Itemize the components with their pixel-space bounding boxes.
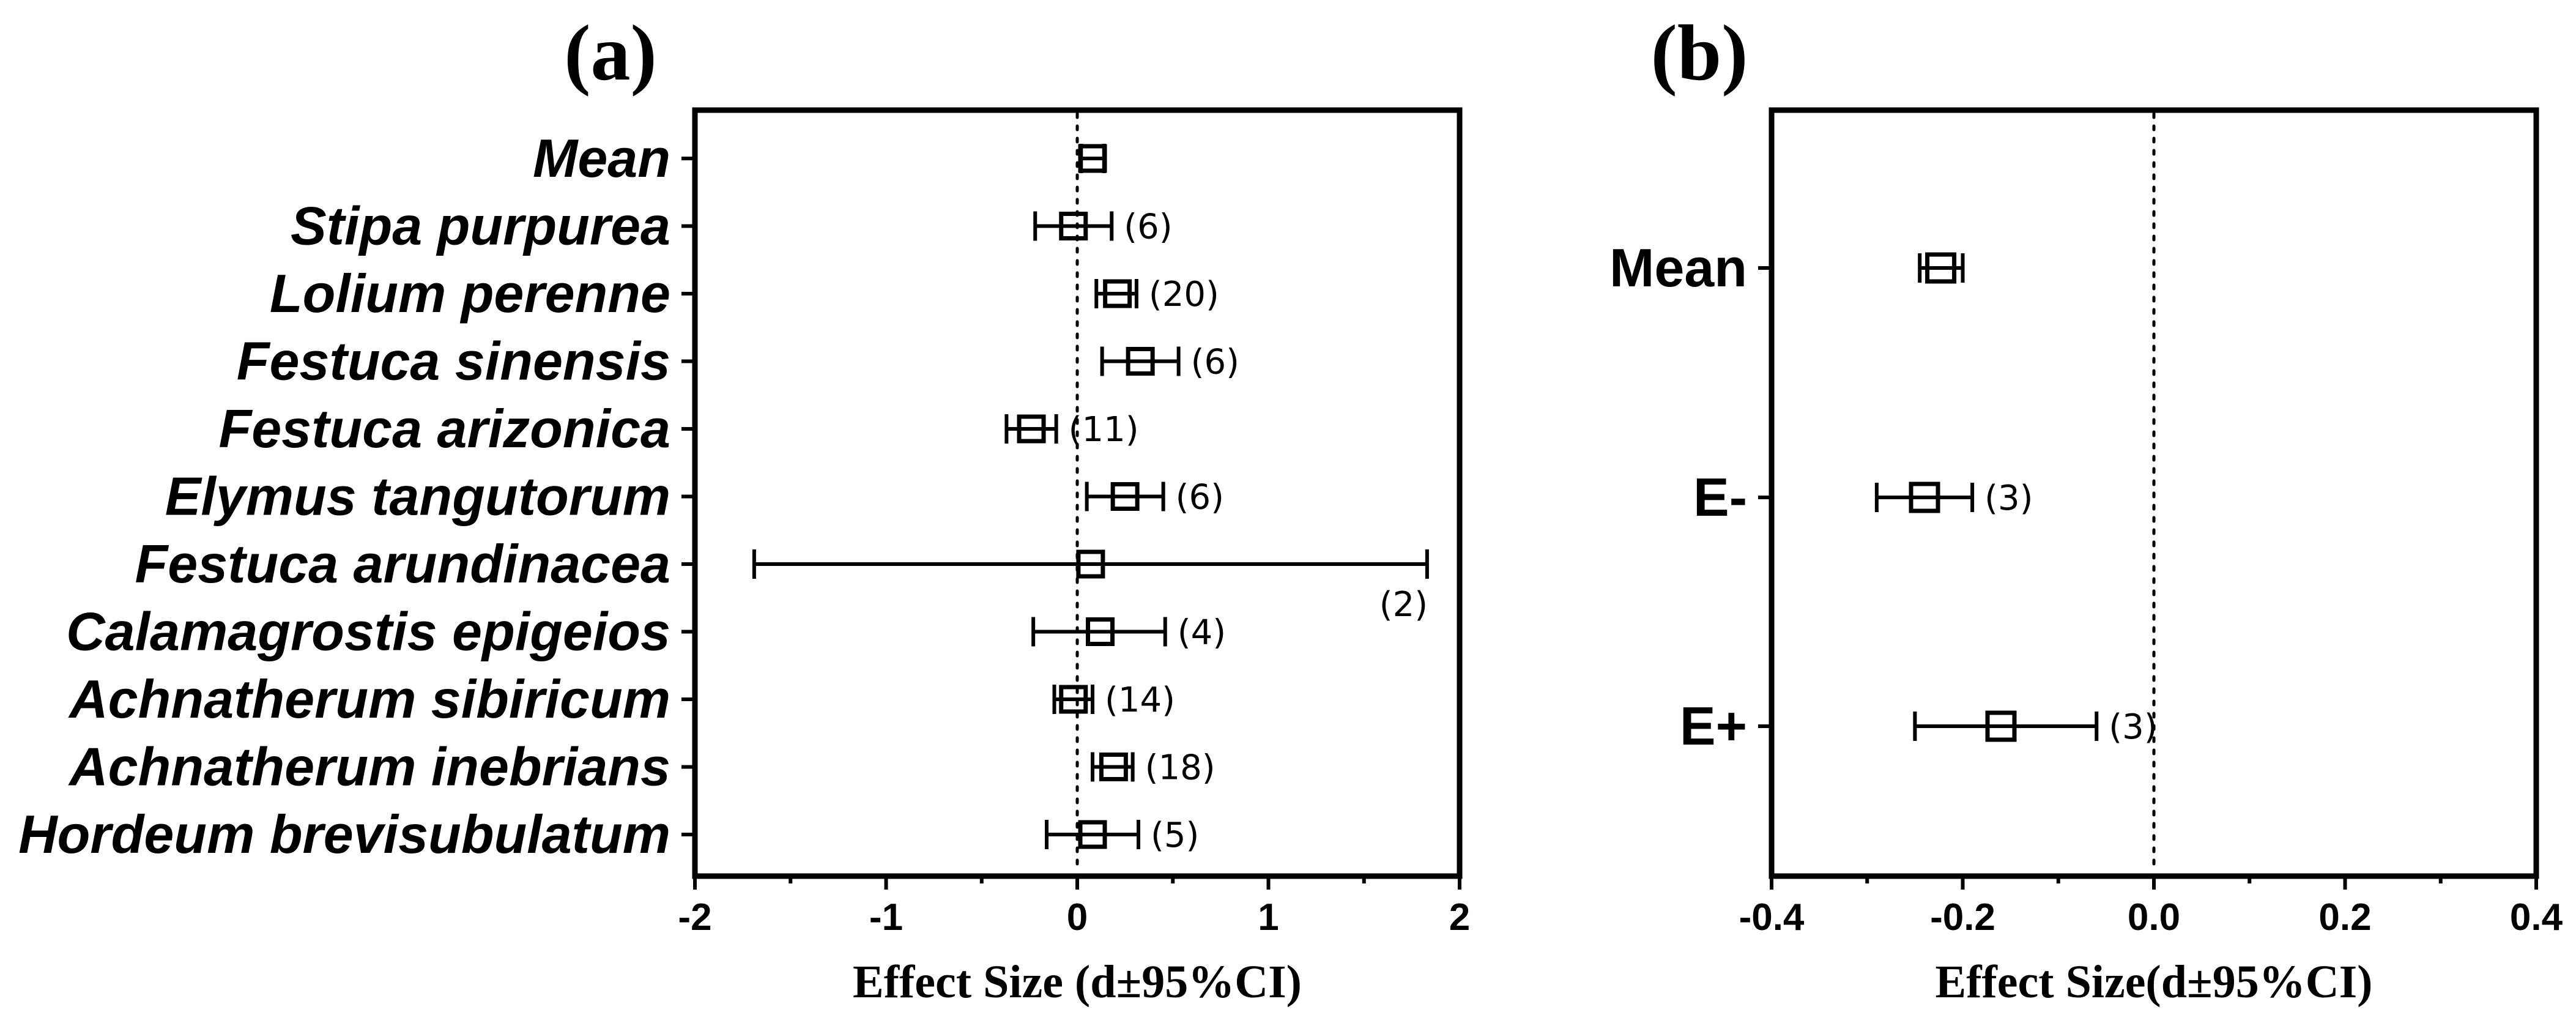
point-estimate [1017, 414, 1046, 444]
sample-size-label: (6) [1124, 207, 1172, 247]
panel-a-x-axis-title: Effect Size (d±95%CI) [853, 956, 1302, 1008]
category-label: Lolium perenne [270, 263, 670, 324]
point-estimate [1126, 347, 1155, 376]
sample-size-label: (3) [2109, 707, 2157, 747]
sample-size-label: (6) [1176, 478, 1224, 518]
point-estimate [1059, 212, 1088, 240]
sample-size-label: (4) [1178, 613, 1226, 653]
x-tick-label: -2 [678, 896, 711, 939]
sample-size-label: (6) [1191, 343, 1239, 382]
panel-b: (b) Mean E- E+ -0.4 -0.2 0.0 0.2 0.4 (3) (3) Ef… [1609, 9, 2563, 1008]
x-tick-label: -1 [869, 896, 903, 939]
category-label: Achnatherum sibiricum [68, 669, 670, 729]
x-tick-label: 1 [1258, 896, 1279, 939]
category-label: E- [1693, 467, 1747, 527]
category-label: Achnatherum inebrians [68, 737, 670, 797]
point-estimate [1059, 685, 1088, 714]
x-tick-label: -0.2 [1930, 896, 1995, 939]
point-estimate [1086, 617, 1115, 646]
category-label: Mean [533, 128, 670, 188]
point-estimate [1103, 279, 1132, 308]
point-estimate [1925, 252, 1957, 284]
point-estimate [1078, 820, 1107, 849]
category-label: Festuca arundinacea [135, 534, 670, 594]
sample-size-label: (3) [1984, 478, 2033, 518]
point-estimate [1110, 482, 1140, 511]
category-label: Mean [1609, 237, 1747, 298]
panel-a-x-ticks: -2 -1 0 1 2 [678, 876, 1470, 939]
panel-b-category-labels: Mean E- E+ [1609, 237, 1772, 756]
x-tick-label: 0 [1067, 896, 1088, 939]
category-label: Festuca sinensis [237, 331, 670, 392]
panel-a-category-labels: Mean Stipa purpurea Lolium perenne Festuca … [18, 128, 695, 864]
panel-a-marks: (6) (20) (6) (11) (6) (2) (4)(14) (18) (5) [752, 144, 1429, 855]
sample-size-label: (20) [1149, 275, 1219, 314]
point-estimate [1909, 481, 1940, 513]
category-label: Calamagrostis epigeios [66, 601, 670, 662]
x-tick-label: -0.4 [1739, 896, 1805, 939]
panel-a: (a) Mean Stipa purpurea Lolium perenne Fest… [18, 9, 1470, 1008]
x-tick-label: 0.4 [2510, 896, 2563, 939]
panel-b-marks: (3) (3) [1874, 252, 2158, 747]
panel-a-label: (a) [564, 9, 657, 97]
point-estimate [1099, 753, 1128, 781]
point-estimate [1078, 144, 1107, 173]
x-tick-label: 2 [1449, 896, 1470, 939]
panel-b-x-ticks: -0.4 -0.2 0.0 0.2 0.4 [1739, 876, 2563, 939]
panel-b-x-axis-title: Effect Size(d±95%CI) [1936, 956, 2373, 1008]
category-label: Stipa purpurea [291, 196, 670, 256]
category-label: Hordeum brevisubulatum [18, 804, 670, 864]
category-label: Elymus tangutorum [165, 466, 670, 527]
sample-size-label: (2) [1379, 585, 1428, 625]
point-estimate [1985, 710, 2017, 742]
sample-size-label: (14) [1105, 680, 1175, 720]
sample-size-label: (11) [1069, 410, 1139, 450]
point-estimate [1076, 549, 1105, 579]
x-tick-label: 0.2 [2318, 896, 2371, 939]
category-label: Festuca arizonica [218, 398, 670, 459]
x-tick-label: 0.0 [2128, 896, 2180, 939]
sample-size-label: (5) [1151, 816, 1199, 855]
sample-size-label: (18) [1145, 748, 1216, 788]
category-label: E+ [1680, 696, 1747, 756]
panel-b-label: (b) [1651, 9, 1748, 97]
